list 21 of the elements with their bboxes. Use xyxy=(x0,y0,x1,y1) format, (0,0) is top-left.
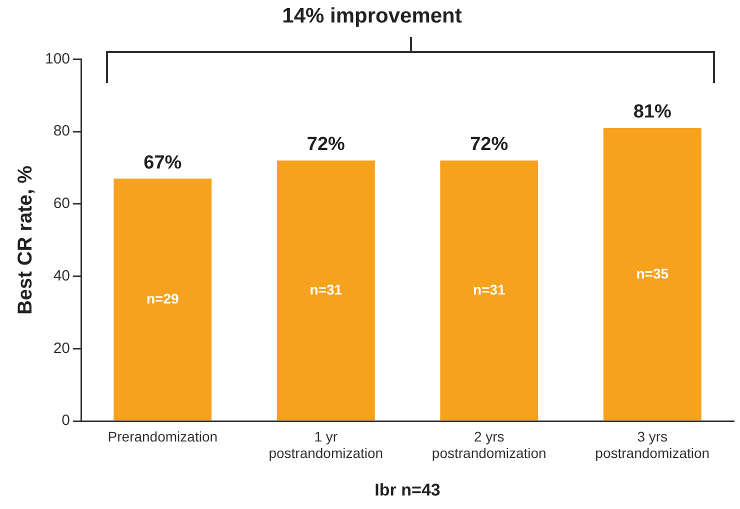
chart-title: 14% improvement xyxy=(282,4,462,28)
x-tick-label: 3 yrs postrandomization xyxy=(595,428,710,462)
y-tick-label: 0 xyxy=(62,412,70,430)
annotation: n=31 xyxy=(310,282,342,298)
x-tick-label: 2 yrs postrandomization xyxy=(432,428,546,462)
y-tick-label: 100 xyxy=(44,50,70,68)
x-axis-title: Ibr n=43 xyxy=(374,480,440,500)
data-label: 72% xyxy=(306,134,346,156)
x-tick-label: Prerandomization xyxy=(108,428,218,444)
y-axis-title: Best CR rate, % xyxy=(14,165,37,315)
data-label: 72% xyxy=(470,134,508,156)
annotation: n=29 xyxy=(146,290,180,307)
annotation: n=31 xyxy=(472,282,506,298)
y-tick-label: 20 xyxy=(53,340,70,357)
annotation: n=35 xyxy=(636,265,669,282)
x-tick-label: 1 yr postrandomization xyxy=(268,428,384,462)
y-tick-label: 60 xyxy=(53,195,70,212)
data-label: 81% xyxy=(633,102,672,123)
y-tick-label: 40 xyxy=(53,267,70,284)
y-tick-label: 80 xyxy=(53,122,70,140)
data-label: 67% xyxy=(144,152,182,174)
